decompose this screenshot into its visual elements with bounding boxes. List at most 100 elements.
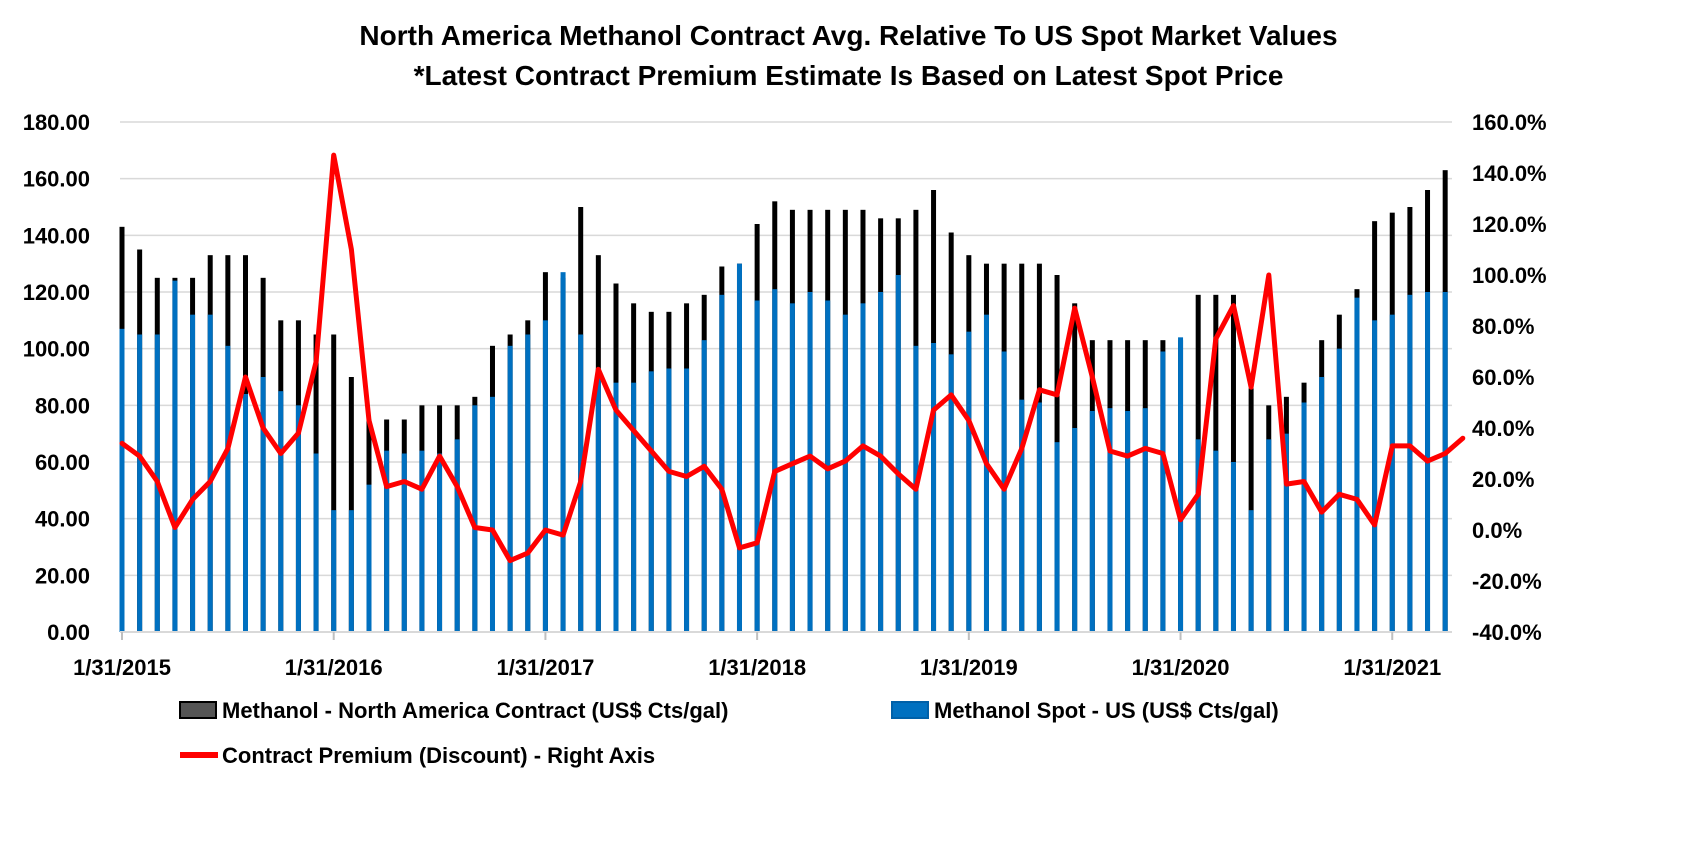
spot-bar bbox=[489, 396, 495, 632]
spot-bar bbox=[595, 377, 601, 632]
chart-title: North America Methanol Contract Avg. Rel… bbox=[359, 20, 1338, 51]
legend-label-premium: Contract Premium (Discount) - Right Axis bbox=[222, 743, 655, 768]
spot-bar bbox=[437, 453, 443, 632]
premium-line-group bbox=[119, 152, 1466, 564]
y-right-tick-label: 80.0% bbox=[1472, 314, 1534, 339]
spot-bar bbox=[242, 394, 248, 632]
spot-bar bbox=[1407, 294, 1413, 632]
y-right-tick-label: -20.0% bbox=[1472, 569, 1542, 594]
spot-bar bbox=[1283, 433, 1289, 632]
x-tick-label: 1/31/2020 bbox=[1132, 655, 1230, 680]
spot-bar bbox=[895, 275, 901, 632]
y-left-tick-label: 40.00 bbox=[35, 507, 90, 532]
spot-bar bbox=[472, 405, 478, 632]
spot-bar bbox=[684, 368, 690, 632]
x-tick-label: 1/31/2018 bbox=[708, 655, 806, 680]
spot-bar bbox=[454, 439, 460, 632]
y-right-tick-label: 120.0% bbox=[1472, 212, 1547, 237]
y-right-tick-label: 0.0% bbox=[1472, 518, 1522, 543]
spot-bar bbox=[295, 405, 301, 632]
legend-label-spot: Methanol Spot - US (US$ Cts/gal) bbox=[934, 698, 1279, 723]
spot-bar bbox=[137, 334, 143, 632]
bars bbox=[119, 170, 1448, 633]
x-tick-label: 1/31/2017 bbox=[496, 655, 594, 680]
tick-labels: 0.00 20.00 40.00 60.00 80.00 100.00 120.00 140.… bbox=[23, 110, 1547, 680]
spot-bar bbox=[948, 354, 954, 632]
spot-bar bbox=[1319, 377, 1325, 632]
y-right-tick-label: 140.0% bbox=[1472, 161, 1547, 186]
spot-bar bbox=[384, 450, 390, 632]
spot-bar bbox=[754, 300, 760, 632]
spot-bar bbox=[1019, 399, 1025, 632]
spot-bar bbox=[225, 345, 231, 632]
spot-bar bbox=[507, 345, 513, 632]
x-tick-label: 1/31/2021 bbox=[1343, 655, 1441, 680]
y-right-tick-label: 160.0% bbox=[1472, 110, 1547, 135]
spot-bar bbox=[666, 368, 672, 632]
legend-swatch-spot bbox=[891, 701, 929, 719]
spot-bar bbox=[966, 331, 972, 632]
spot-bar bbox=[1372, 320, 1378, 632]
spot-bar bbox=[772, 289, 778, 632]
y-left-tick-label: 60.00 bbox=[35, 450, 90, 475]
spot-bar bbox=[1142, 408, 1148, 632]
axes bbox=[120, 631, 1452, 640]
y-right-tick-label: 40.0% bbox=[1472, 416, 1534, 441]
spot-bar bbox=[1301, 402, 1307, 632]
spot-bar bbox=[1160, 351, 1166, 632]
spot-bar bbox=[1213, 450, 1219, 632]
spot-bar bbox=[560, 272, 566, 632]
chart-subtitle: *Latest Contract Premium Estimate Is Bas… bbox=[413, 60, 1284, 91]
spot-bar bbox=[1442, 292, 1448, 632]
y-left-tick-label: 0.00 bbox=[47, 620, 90, 645]
spot-bar bbox=[419, 450, 425, 632]
spot-bar bbox=[1336, 348, 1342, 632]
spot-bar bbox=[878, 292, 884, 632]
legend-item-premium: Contract Premium (Discount) - Right Axis bbox=[180, 743, 655, 768]
legend-label-contract: Methanol - North America Contract (US$ C… bbox=[222, 698, 728, 723]
spot-bar bbox=[278, 391, 284, 632]
spot-bar bbox=[1248, 510, 1254, 632]
x-tick-label: 1/31/2016 bbox=[285, 655, 383, 680]
y-left-tick-label: 180.00 bbox=[23, 110, 90, 135]
spot-bar bbox=[648, 371, 654, 632]
y-right-tick-label: 100.0% bbox=[1472, 263, 1547, 288]
spot-bar bbox=[1089, 411, 1095, 632]
premium-line bbox=[119, 152, 1466, 564]
spot-bar bbox=[1266, 439, 1272, 632]
spot-bar bbox=[842, 314, 848, 632]
spot-bar bbox=[1072, 428, 1078, 632]
spot-bar bbox=[1354, 297, 1360, 632]
spot-bar bbox=[190, 314, 196, 632]
spot-bar bbox=[1036, 402, 1042, 632]
spot-bar bbox=[860, 303, 866, 632]
spot-bar bbox=[207, 314, 213, 632]
spot-bar bbox=[172, 280, 178, 632]
spot-bar bbox=[1230, 462, 1236, 632]
spot-bar bbox=[1054, 442, 1060, 632]
spot-bar bbox=[1178, 337, 1184, 632]
spot-bar bbox=[931, 343, 937, 632]
y-right-tick-label: -40.0% bbox=[1472, 620, 1542, 645]
spot-bar bbox=[719, 294, 725, 632]
x-tick-label: 1/31/2019 bbox=[920, 655, 1018, 680]
spot-bar bbox=[119, 328, 125, 632]
y-left-tick-label: 120.00 bbox=[23, 280, 90, 305]
gridlines bbox=[120, 121, 1452, 577]
y-left-tick-label: 140.00 bbox=[23, 223, 90, 248]
spot-bar bbox=[1001, 351, 1007, 632]
y-right-tick-label: 20.0% bbox=[1472, 467, 1534, 492]
spot-bar bbox=[542, 320, 548, 632]
spot-bar bbox=[525, 334, 531, 632]
spot-bar bbox=[331, 510, 337, 632]
y-left-tick-label: 160.00 bbox=[23, 167, 90, 192]
y-left-tick-label: 80.00 bbox=[35, 393, 90, 418]
spot-bar bbox=[789, 303, 795, 632]
legend-swatch-contract bbox=[179, 701, 217, 719]
contract-bar bbox=[348, 377, 354, 632]
y-right-tick-label: 60.0% bbox=[1472, 365, 1534, 390]
y-left-tick-label: 100.00 bbox=[23, 337, 90, 362]
spot-bar bbox=[983, 314, 989, 632]
